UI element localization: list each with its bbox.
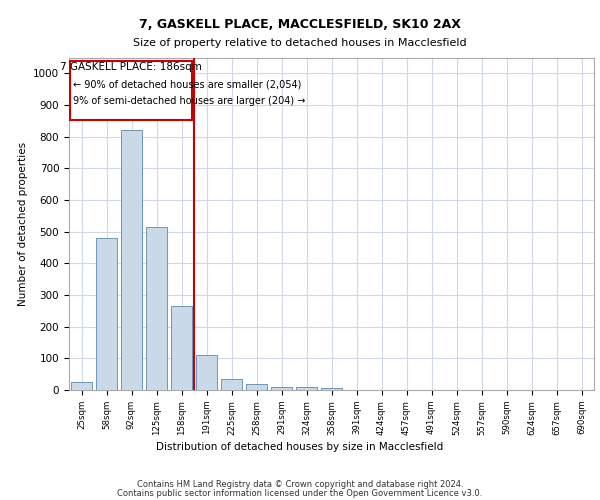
Text: Size of property relative to detached houses in Macclesfield: Size of property relative to detached ho… — [133, 38, 467, 48]
Text: 7, GASKELL PLACE, MACCLESFIELD, SK10 2AX: 7, GASKELL PLACE, MACCLESFIELD, SK10 2AX — [139, 18, 461, 30]
Bar — [96, 238, 117, 390]
Bar — [321, 388, 342, 390]
Text: 9% of semi-detached houses are larger (204) →: 9% of semi-detached houses are larger (2… — [73, 96, 305, 106]
FancyBboxPatch shape — [70, 60, 192, 120]
Bar — [221, 379, 242, 390]
Text: Contains HM Land Registry data © Crown copyright and database right 2024.: Contains HM Land Registry data © Crown c… — [137, 480, 463, 489]
Bar — [171, 306, 192, 390]
Bar — [271, 387, 292, 390]
Bar — [121, 130, 142, 390]
Y-axis label: Number of detached properties: Number of detached properties — [17, 142, 28, 306]
Text: Distribution of detached houses by size in Macclesfield: Distribution of detached houses by size … — [157, 442, 443, 452]
Bar — [246, 384, 267, 390]
Bar — [146, 227, 167, 390]
Bar — [296, 388, 317, 390]
Bar — [196, 355, 217, 390]
Text: 7 GASKELL PLACE: 186sqm: 7 GASKELL PLACE: 186sqm — [60, 62, 202, 72]
Bar — [71, 382, 92, 390]
Text: Contains public sector information licensed under the Open Government Licence v3: Contains public sector information licen… — [118, 488, 482, 498]
Text: ← 90% of detached houses are smaller (2,054): ← 90% of detached houses are smaller (2,… — [73, 80, 302, 90]
